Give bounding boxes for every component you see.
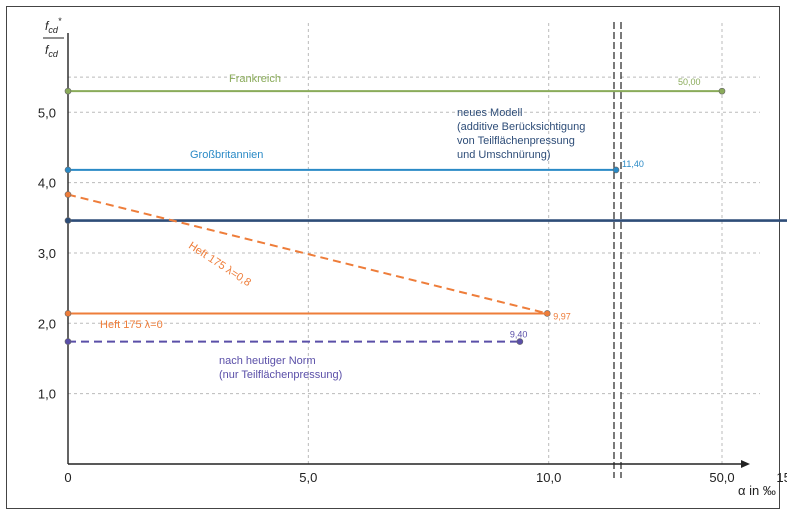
series-label: neues Modell (additive Berücksichtigung vo… (457, 107, 585, 161)
y-tick-label: 4,0 (38, 176, 56, 191)
y-label-numerator: fcd* (45, 16, 62, 35)
x-axis-arrow (741, 460, 750, 468)
series-end-point (516, 338, 524, 345)
y-axis-label: fcd* fcd (43, 16, 64, 59)
series-1: 11,40 Großbritannien (64, 149, 644, 174)
x-tick-label: 15,0 (776, 470, 787, 485)
series-label: Frankreich (229, 73, 281, 85)
series-label-line: Frankreich (229, 73, 281, 85)
series-3: 9,97 Heft 175 λ=0,8 (64, 191, 571, 321)
series-end-label: 9,40 (510, 330, 528, 340)
series-label-line: Großbritannien (190, 149, 263, 161)
series-label: Großbritannien (190, 149, 263, 161)
series-label-line: (nur Teilflächenpressung) (219, 369, 342, 381)
series-5: 9,40 nach heutiger Norm (nur Teilflächenpr… (64, 330, 528, 381)
series-label-line: von Teilflächenpressung (457, 135, 575, 147)
series-start-point (64, 338, 72, 345)
series-label-line: Heft 175 λ=0,8 (186, 240, 253, 289)
series-end-point (612, 166, 620, 174)
series-end-point (718, 87, 726, 95)
series-label-line: und Umschnürung) (457, 149, 551, 161)
series-label-line: Heft 175 λ=0 (100, 319, 163, 331)
y-tick-label: 3,0 (38, 246, 56, 261)
axes (67, 22, 750, 478)
x-tick-label: 5,0 (299, 470, 317, 485)
x-tick-label: 0 (64, 470, 71, 485)
series-label: nach heutiger Norm (nur Teilflächenpressu… (219, 355, 342, 381)
y-label-denominator: fcd (45, 43, 59, 59)
series-layer: 50,00 Frankreich 11,40 Großbritannien19,73n… (64, 73, 787, 381)
y-tick-label: 2,0 (38, 316, 56, 331)
x-tick-label: 10,0 (536, 470, 561, 485)
series-end-label: 50,00 (678, 77, 701, 87)
series-start-point (64, 310, 72, 317)
series-4: Heft 175 λ=0 (64, 310, 548, 331)
chart-frame (6, 6, 780, 509)
x-tick-label: 50,0 (709, 470, 734, 485)
series-label: Heft 175 λ=0,8 (186, 240, 253, 289)
series-end-label: 11,40 (622, 159, 644, 169)
series-start-point (64, 87, 72, 95)
tick-labels: 05,010,015,020,050,01,02,03,04,05,0 (38, 105, 787, 485)
series-2: 19,73neues Modell(additive Berücksichtig… (64, 107, 787, 224)
y-tick-label: 1,0 (38, 387, 56, 402)
series-label-line: neues Modell (457, 107, 522, 119)
series-start-point (64, 217, 72, 224)
x-axis-label: α in ‰ (738, 483, 776, 498)
series-line (67, 193, 548, 315)
grid (68, 22, 760, 464)
series-start-point (64, 166, 72, 174)
series-end-label: 9,97 (553, 311, 571, 321)
series-label-line: nach heutiger Norm (219, 355, 316, 367)
y-tick-label: 5,0 (38, 105, 56, 120)
series-label-line: (additive Berücksichtigung (457, 121, 585, 133)
series-label: Heft 175 λ=0 (100, 319, 163, 331)
series-0: 50,00 Frankreich (64, 73, 726, 95)
series-start-point (64, 191, 72, 198)
